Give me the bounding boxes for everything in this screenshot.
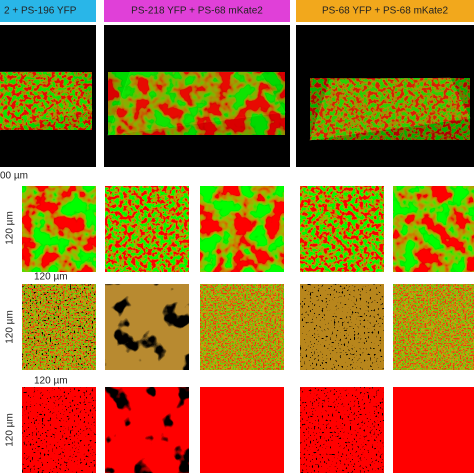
biofilm-3d [0,71,471,141]
micrograph-row [22,387,474,473]
scale-label: 120 µm [5,310,16,344]
header-bar [0,0,96,22]
header-label: PS-218 YFP + PS-68 mKate2 [131,6,263,17]
header-bar [104,0,290,22]
header-bar [296,0,474,22]
scale-label: 120 µm [5,413,16,447]
header-label: 2 + PS-196 YFP [4,6,77,17]
scale-label: 120 µm [34,376,68,387]
micrograph-row [22,284,474,370]
scale-label: 00 µm [0,171,28,182]
scale-label: 120 µm [34,272,68,283]
scale-label: 120 µm [5,211,16,245]
micrograph-row [22,186,474,272]
header-label: PS-68 YFP + PS-68 mKate2 [322,6,449,17]
